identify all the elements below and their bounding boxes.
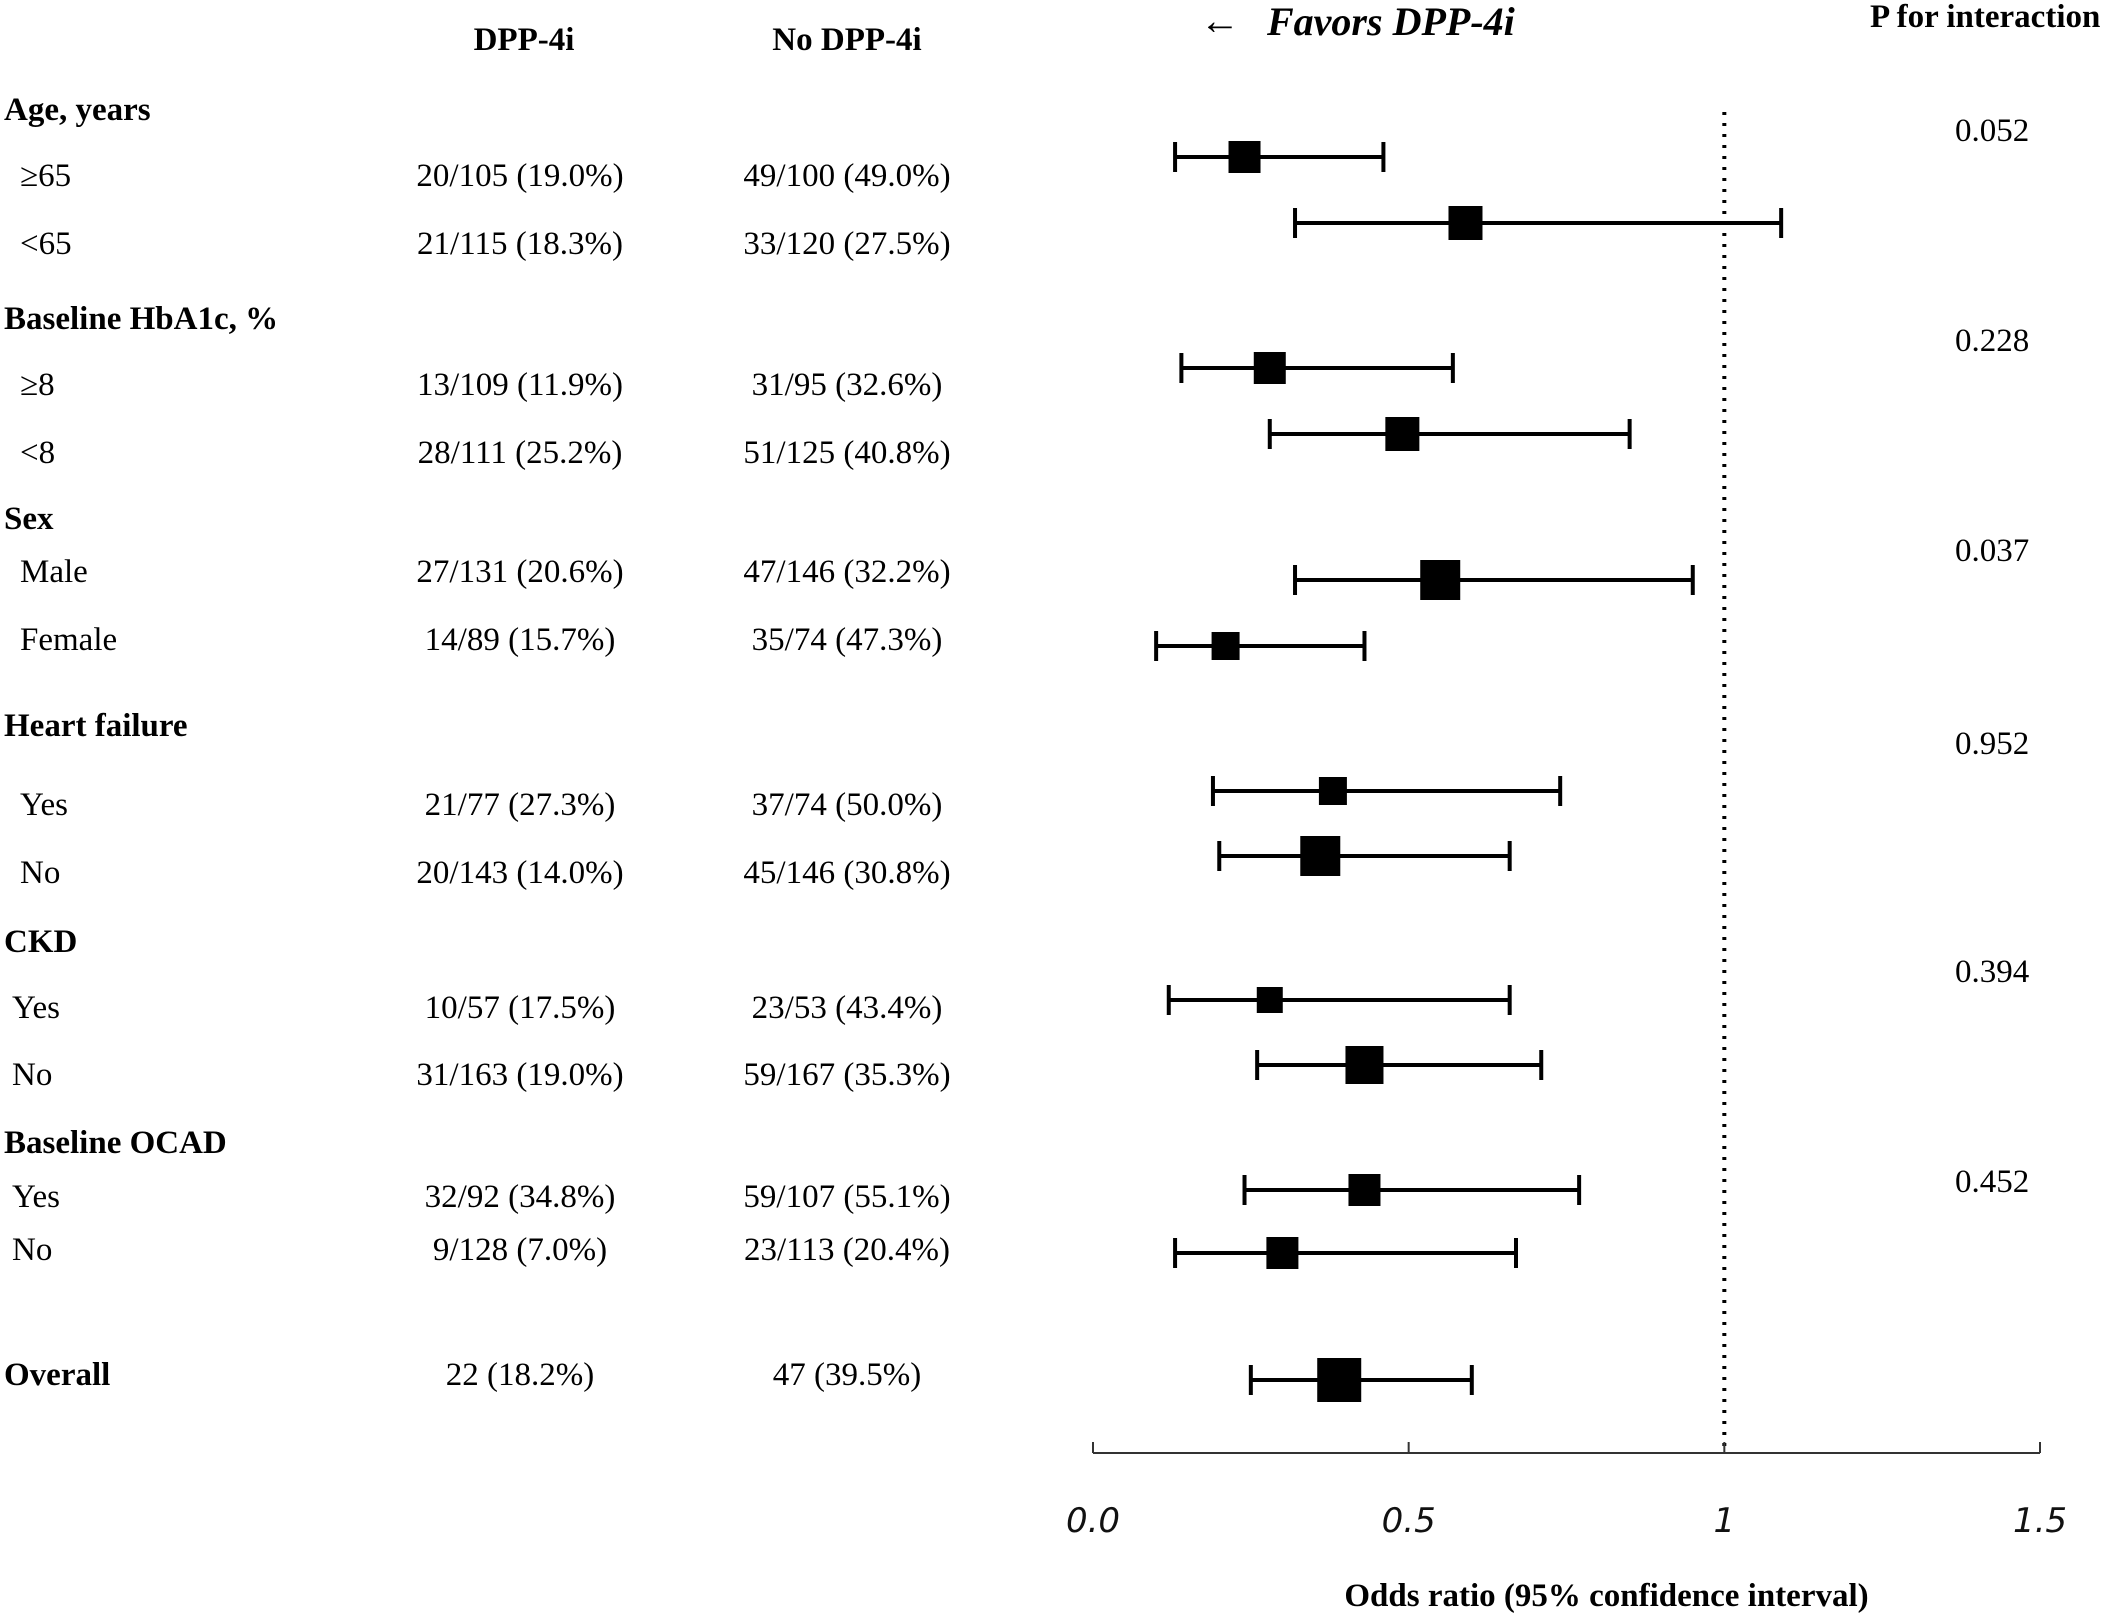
cell-dpp4i: 20/105 (19.0%)	[416, 158, 624, 194]
row-label: <65	[20, 226, 72, 262]
cell-dpp4i: 32/92 (34.8%)	[424, 1179, 616, 1215]
p-value-age: 0.052	[1955, 113, 2030, 149]
row-label: Yes	[20, 787, 69, 823]
cell-dpp4i: 14/89 (15.7%)	[424, 622, 616, 658]
cell-dpp4i: 27/131 (20.6%)	[416, 554, 624, 590]
subgroup-title-age: Age, years	[4, 92, 151, 128]
row-label: No	[12, 1057, 53, 1093]
cell-no-dpp4i-overall: 47 (39.5%)	[772, 1357, 922, 1393]
or-point	[1385, 417, 1420, 451]
subgroup-title-hba1c: Baseline HbA1c, %	[4, 301, 279, 337]
header-p-interaction: P for interaction	[1870, 0, 2101, 35]
x-axis-title: Odds ratio (95% confidence interval)	[1344, 1578, 1868, 1613]
or-point	[1256, 987, 1283, 1013]
or-point	[1318, 777, 1347, 805]
or-point	[1345, 1046, 1384, 1084]
subgroup-title-heart-failure: Heart failure	[4, 708, 188, 744]
cell-no-dpp4i: 59/167 (35.3%)	[743, 1057, 951, 1093]
estimate-row	[1242, 1174, 1582, 1206]
estimate-row	[1255, 1046, 1544, 1084]
row-label: ≥8	[20, 367, 55, 403]
estimate-row	[1293, 206, 1784, 240]
overall-label: Overall	[4, 1357, 111, 1393]
estimate-row	[1248, 1358, 1474, 1402]
cell-dpp4i: 21/115 (18.3%)	[417, 226, 623, 262]
cell-no-dpp4i: 59/107 (55.1%)	[743, 1179, 951, 1215]
cell-no-dpp4i: 23/113 (20.4%)	[744, 1232, 950, 1268]
or-point	[1448, 206, 1483, 240]
cell-dpp4i: 20/143 (14.0%)	[416, 855, 624, 891]
cell-no-dpp4i: 33/120 (27.5%)	[743, 226, 951, 262]
estimate-row	[1179, 352, 1455, 384]
x-tick-label: 1.5	[2013, 1501, 2067, 1541]
or-point	[1420, 560, 1461, 600]
or-point	[1211, 632, 1240, 660]
cell-no-dpp4i: 49/100 (49.0%)	[743, 158, 951, 194]
p-value-hba1c: 0.228	[1955, 323, 2030, 359]
cell-dpp4i: 28/111 (25.2%)	[417, 435, 623, 471]
favors-dpp4i-label: Favors DPP-4i	[1267, 0, 1515, 44]
row-label: No	[12, 1232, 53, 1268]
estimate-row	[1166, 985, 1512, 1015]
cell-dpp4i: 9/128 (7.0%)	[432, 1232, 608, 1268]
row-label: ≥65	[20, 158, 72, 194]
row-label: Yes	[12, 1179, 61, 1215]
row-label: No	[20, 855, 61, 891]
cell-no-dpp4i: 35/74 (47.3%)	[751, 622, 943, 658]
cell-dpp4i-overall: 22 (18.2%)	[445, 1357, 595, 1393]
or-point	[1228, 141, 1261, 173]
cell-dpp4i: 21/77 (27.3%)	[424, 787, 616, 823]
cell-no-dpp4i: 51/125 (40.8%)	[743, 435, 951, 471]
subgroup-title-ckd: CKD	[4, 924, 78, 960]
cell-dpp4i: 31/163 (19.0%)	[416, 1057, 624, 1093]
p-value-heart-failure: 0.952	[1955, 726, 2030, 762]
or-point	[1348, 1174, 1381, 1206]
estimate-row	[1210, 776, 1563, 806]
favors-arrow-icon: ←	[1200, 0, 1240, 43]
header-dpp4i: DPP-4i	[473, 22, 575, 58]
estimate-row	[1154, 631, 1367, 661]
row-label: <8	[20, 435, 56, 471]
estimate-row	[1173, 1237, 1518, 1269]
header-no-dpp4i: No DPP-4i	[772, 22, 922, 58]
cell-no-dpp4i: 45/146 (30.8%)	[743, 855, 951, 891]
subgroup-title-sex: Sex	[4, 501, 54, 537]
or-point	[1317, 1358, 1362, 1402]
estimate-row	[1267, 417, 1632, 451]
estimate-row	[1293, 560, 1695, 600]
row-label: Yes	[12, 990, 61, 1026]
cell-no-dpp4i: 31/95 (32.6%)	[751, 367, 943, 403]
cell-no-dpp4i: 23/53 (43.4%)	[751, 990, 943, 1026]
cell-no-dpp4i: 47/146 (32.2%)	[743, 554, 951, 590]
p-value-ckd: 0.394	[1955, 954, 2030, 990]
x-tick-label: 0.0	[1066, 1501, 1120, 1541]
row-label: Male	[20, 554, 88, 590]
subgroup-title-ocad: Baseline OCAD	[4, 1125, 227, 1161]
estimate-row	[1217, 836, 1512, 876]
x-tick-label: 1	[1714, 1501, 1736, 1541]
cell-no-dpp4i: 37/74 (50.0%)	[751, 787, 943, 823]
or-point	[1266, 1237, 1299, 1269]
estimate-row	[1173, 141, 1386, 173]
row-label: Female	[20, 622, 118, 658]
p-value-sex: 0.037	[1955, 533, 2030, 569]
cell-dpp4i: 10/57 (17.5%)	[424, 990, 616, 1026]
or-point	[1300, 836, 1341, 876]
cell-dpp4i: 13/109 (11.9%)	[417, 367, 623, 403]
or-point	[1253, 352, 1286, 384]
x-tick-label: 0.5	[1382, 1501, 1436, 1541]
p-value-ocad: 0.452	[1955, 1164, 2030, 1200]
